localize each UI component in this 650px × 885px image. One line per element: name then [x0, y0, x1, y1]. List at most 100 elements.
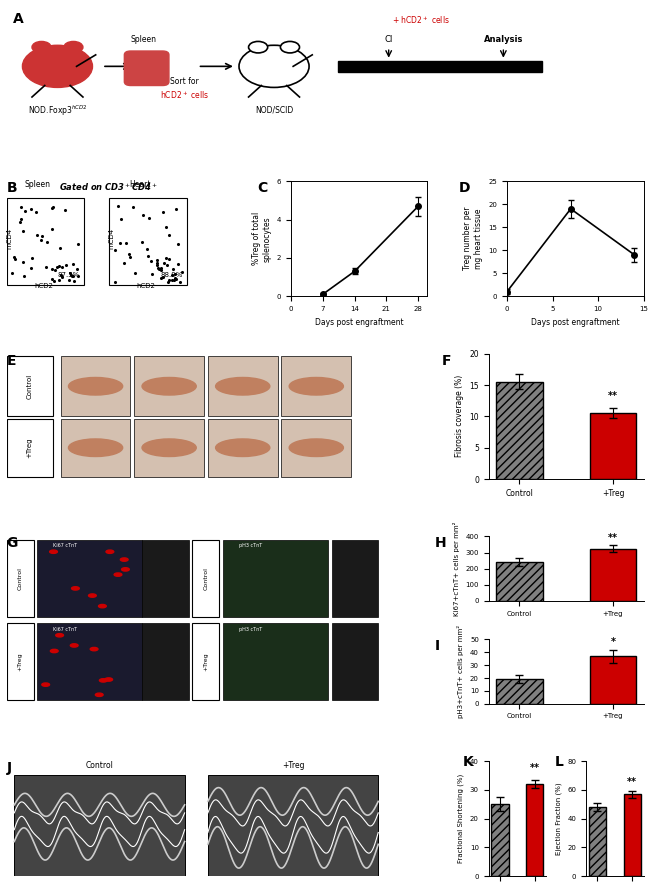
Point	[164, 252, 174, 266]
Text: **: **	[608, 390, 618, 401]
Point	[65, 266, 75, 280]
Text: mCD4: mCD4	[109, 228, 115, 250]
Point	[143, 249, 153, 263]
Point	[27, 251, 37, 266]
Point	[172, 236, 183, 250]
FancyBboxPatch shape	[142, 623, 188, 700]
Text: I: I	[434, 640, 439, 653]
Point	[54, 273, 64, 287]
Point	[155, 263, 166, 277]
Text: Gated on CD3$^+$CD4$^+$: Gated on CD3$^+$CD4$^+$	[60, 181, 158, 193]
Bar	[589, 807, 606, 876]
Text: NOD/SCID: NOD/SCID	[255, 106, 293, 115]
FancyBboxPatch shape	[6, 540, 34, 617]
Text: Control: Control	[18, 567, 23, 589]
Bar	[526, 784, 543, 876]
Point	[47, 201, 57, 215]
Point	[129, 266, 140, 281]
Text: 88.9%: 88.9%	[160, 272, 183, 278]
Point	[25, 261, 36, 275]
FancyBboxPatch shape	[6, 623, 34, 700]
Text: NOD.Foxp3$^{hCD2}$: NOD.Foxp3$^{hCD2}$	[28, 104, 87, 118]
Point	[50, 263, 60, 277]
Point	[146, 254, 156, 268]
Point	[138, 208, 148, 222]
FancyBboxPatch shape	[332, 623, 378, 700]
Point	[125, 250, 135, 265]
Circle shape	[49, 550, 57, 553]
Point	[67, 269, 77, 283]
Point	[61, 258, 72, 272]
FancyBboxPatch shape	[124, 51, 169, 86]
Point	[168, 273, 179, 287]
Point	[47, 222, 58, 236]
Y-axis label: Ejection Fraction (%): Ejection Fraction (%)	[555, 782, 562, 855]
Circle shape	[68, 378, 123, 395]
Bar	[496, 562, 543, 601]
FancyBboxPatch shape	[281, 419, 351, 477]
Point	[175, 274, 185, 289]
Circle shape	[114, 573, 122, 576]
Text: A: A	[13, 12, 23, 27]
Point	[124, 247, 134, 261]
Point	[60, 204, 70, 218]
Text: +Treg: +Treg	[203, 652, 209, 671]
Text: Control: Control	[86, 761, 113, 770]
Point	[72, 262, 82, 276]
Circle shape	[96, 693, 103, 696]
Point	[66, 268, 76, 282]
FancyBboxPatch shape	[109, 198, 187, 285]
Point	[128, 200, 138, 214]
Point	[161, 258, 172, 272]
Circle shape	[72, 587, 79, 590]
FancyBboxPatch shape	[60, 356, 131, 416]
FancyBboxPatch shape	[192, 540, 220, 617]
FancyBboxPatch shape	[208, 356, 278, 416]
Point	[53, 259, 64, 273]
Circle shape	[289, 378, 343, 395]
Point	[152, 258, 162, 273]
Point	[153, 261, 163, 275]
Point	[173, 258, 183, 272]
FancyBboxPatch shape	[224, 623, 328, 700]
Point	[26, 202, 36, 216]
FancyBboxPatch shape	[142, 540, 188, 617]
Point	[152, 253, 162, 267]
Text: G: G	[6, 536, 18, 550]
Y-axis label: pH3+cTnT+ cells per mm²: pH3+cTnT+ cells per mm²	[458, 625, 464, 718]
Text: *: *	[610, 637, 616, 647]
FancyBboxPatch shape	[6, 356, 53, 416]
Text: E: E	[6, 354, 16, 367]
FancyBboxPatch shape	[332, 540, 378, 617]
Circle shape	[99, 679, 107, 682]
FancyBboxPatch shape	[208, 419, 278, 477]
Y-axis label: Treg number per
mg heart tissue: Treg number per mg heart tissue	[463, 207, 483, 271]
Bar	[338, 60, 541, 72]
Point	[110, 275, 120, 289]
Text: CI: CI	[385, 35, 393, 44]
Text: +Treg: +Treg	[27, 437, 32, 458]
FancyBboxPatch shape	[135, 356, 204, 416]
Circle shape	[32, 42, 51, 53]
Text: D: D	[459, 181, 471, 196]
Point	[144, 212, 155, 226]
FancyBboxPatch shape	[38, 623, 142, 700]
Bar	[491, 804, 508, 876]
Text: pH3 cTnT: pH3 cTnT	[239, 627, 262, 632]
Bar	[590, 656, 636, 704]
Text: Heart: Heart	[129, 180, 150, 189]
Text: +Treg: +Treg	[282, 761, 304, 770]
Circle shape	[142, 378, 196, 395]
Circle shape	[120, 558, 128, 561]
Text: Ki67 cTnT: Ki67 cTnT	[53, 543, 77, 548]
Point	[55, 241, 65, 255]
Point	[41, 260, 51, 274]
Text: C: C	[257, 181, 267, 196]
Point	[20, 268, 30, 282]
Text: **: **	[530, 763, 540, 773]
Point	[16, 200, 27, 214]
Point	[68, 268, 78, 282]
Point	[155, 261, 166, 275]
Point	[31, 205, 42, 219]
Point	[110, 242, 120, 257]
